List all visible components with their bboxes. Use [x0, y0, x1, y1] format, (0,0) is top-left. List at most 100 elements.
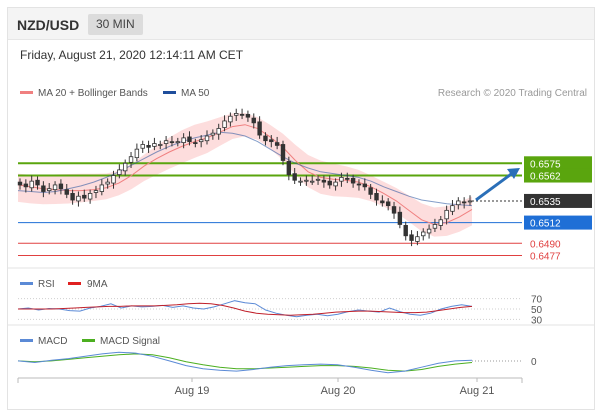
- forecast-arrowhead: [507, 168, 520, 179]
- candle-body: [228, 115, 233, 123]
- level-label-current: 0.6535: [530, 197, 561, 208]
- ma20-line: [17, 124, 473, 226]
- candle-body: [41, 185, 46, 192]
- macd-panel: 0: [17, 351, 537, 374]
- currency-pair-title: NZD/USD: [17, 17, 80, 33]
- candle-body: [175, 141, 180, 144]
- level-label-support: 0.6490: [530, 239, 561, 250]
- candle-body: [193, 142, 198, 144]
- candle-body: [111, 175, 116, 184]
- rsi-legend: RSI 9MA: [20, 279, 108, 290]
- candle-body: [187, 136, 192, 143]
- candle-body: [438, 219, 443, 226]
- macd-tick-label: 0: [531, 357, 537, 368]
- candle-body: [163, 140, 169, 144]
- macd-legend: MACD MACD Signal: [20, 336, 160, 347]
- level-label-box-current: [524, 193, 592, 208]
- level-label-support: 0.6477: [530, 252, 561, 263]
- candle-body: [391, 206, 397, 214]
- candle-body: [58, 183, 64, 190]
- candle-body: [29, 180, 34, 189]
- legend-label-ma50: MA 50: [181, 88, 210, 99]
- candle-body: [310, 180, 315, 183]
- rsi-tick-label: 50: [531, 305, 543, 316]
- candle-body: [467, 200, 473, 203]
- legend-swatch-rsi: [20, 282, 33, 285]
- candle-body: [362, 183, 368, 188]
- candle-body: [251, 117, 256, 124]
- copyright-text: Research © 2020 Trading Central: [438, 88, 587, 99]
- candle-body: [321, 179, 327, 183]
- candle-body: [450, 205, 455, 212]
- candle-body: [280, 144, 286, 161]
- timeframe-button[interactable]: 30 MIN: [88, 14, 143, 35]
- candle-body: [239, 113, 245, 116]
- candle-body: [444, 209, 449, 220]
- candle-body: [17, 181, 23, 186]
- candle-body: [403, 225, 408, 237]
- candle-body: [345, 177, 350, 180]
- time-axis-label: Aug 20: [321, 385, 356, 397]
- candle-body: [146, 145, 151, 148]
- candle-body: [409, 234, 414, 241]
- candle-body: [263, 135, 268, 142]
- level-label-pivot: 0.6512: [530, 219, 561, 230]
- macd-signal-line: [17, 353, 473, 372]
- candle-body: [397, 211, 403, 225]
- candle-body: [350, 177, 356, 184]
- candle-body: [35, 179, 40, 186]
- candle-body: [339, 177, 344, 182]
- candle-body: [298, 180, 303, 183]
- candle-body: [105, 181, 110, 185]
- candle-body: [87, 193, 93, 200]
- candle-body: [269, 139, 274, 143]
- candle-body: [198, 139, 204, 143]
- candle-body: [181, 137, 186, 143]
- level-label-box-resistance: [524, 168, 592, 183]
- candle-body: [234, 113, 239, 116]
- candle-body: [385, 201, 391, 207]
- chart-header: NZD/USD 30 MIN: [8, 8, 594, 40]
- level-label-resistance: 0.6575: [530, 159, 561, 170]
- legend-label-9ma: 9MA: [87, 279, 108, 290]
- candle-body: [274, 142, 280, 146]
- candle-body: [99, 184, 105, 192]
- legend-swatch-macd-signal: [82, 339, 95, 342]
- legend-label-rsi: RSI: [38, 279, 55, 290]
- candle-body: [52, 184, 58, 191]
- candle-body: [415, 236, 420, 242]
- candle-body: [47, 188, 52, 191]
- level-label-box-pivot: [524, 215, 592, 230]
- candle-body: [93, 190, 99, 193]
- level-label-resistance: 0.6562: [530, 172, 561, 183]
- candle-body: [456, 200, 461, 206]
- candle-body: [426, 228, 432, 234]
- candle-body: [327, 180, 332, 186]
- chart-datetime: Friday, August 21, 2020 12:14:11 AM CET: [20, 48, 244, 62]
- candle-body: [204, 135, 210, 142]
- candle-body: [257, 121, 262, 136]
- candle-body: [356, 183, 362, 186]
- legend-label-macd-signal: MACD Signal: [100, 336, 160, 347]
- candle-body: [64, 189, 69, 195]
- forecast-arrow: [475, 170, 515, 202]
- candle-body: [169, 141, 175, 144]
- candle-body: [380, 200, 385, 204]
- legend-label-macd: MACD: [38, 336, 67, 347]
- macd-line: [17, 351, 473, 374]
- legend-swatch-ma50: [163, 91, 176, 94]
- candle-body: [245, 113, 251, 118]
- candle-body: [286, 161, 292, 175]
- candle-body: [333, 181, 338, 187]
- candle-body: [374, 193, 379, 201]
- candle-body: [70, 193, 75, 201]
- level-label-box-resistance: [524, 156, 592, 171]
- candle-body: [82, 194, 87, 199]
- legend-swatch-ma20: [20, 91, 33, 94]
- candle-body: [292, 173, 297, 181]
- candle-body: [210, 132, 216, 136]
- rsi-ma-line: [18, 302, 473, 316]
- candle-body: [315, 178, 321, 181]
- legend-label-ma20: MA 20 + Bollinger Bands: [38, 88, 148, 99]
